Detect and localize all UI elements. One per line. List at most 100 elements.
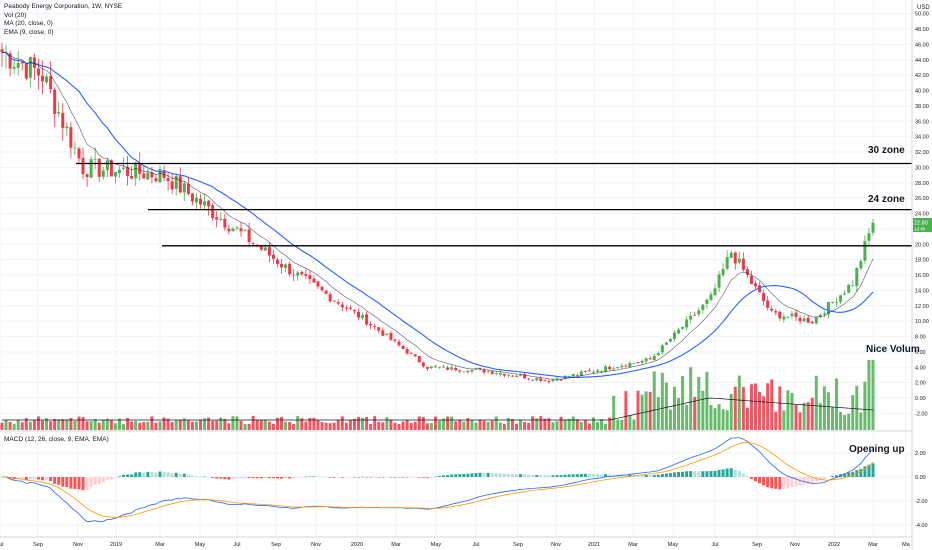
candle-body xyxy=(0,49,4,53)
candle-body xyxy=(640,360,644,363)
last-price-countdown: 1d 4h xyxy=(914,227,926,232)
price-tick-label: 50.00 xyxy=(915,12,929,18)
candle-body xyxy=(389,333,393,340)
candle-body xyxy=(385,333,389,336)
macd-hist-bar xyxy=(328,477,332,478)
volume-bar xyxy=(211,420,215,430)
candle-body xyxy=(770,308,774,311)
macd-hist-bar xyxy=(182,473,186,477)
macd-hist-bar xyxy=(308,476,312,477)
volume-bar xyxy=(855,385,859,430)
volume-bar xyxy=(551,422,555,430)
volume-bar xyxy=(150,416,154,430)
macd-hist-bar xyxy=(231,477,235,480)
candle-body xyxy=(263,247,267,251)
time-tick-label: May xyxy=(431,542,442,548)
macd-hist-bar xyxy=(620,474,624,477)
macd-hist-bar xyxy=(604,474,608,477)
volume-bar xyxy=(28,421,32,430)
macd-hist-bar xyxy=(681,471,685,477)
candle-body xyxy=(304,274,308,276)
candle-body xyxy=(798,317,802,322)
volume-bar xyxy=(685,404,689,430)
candle-body xyxy=(478,368,482,369)
candle-body xyxy=(429,366,433,369)
macd-hist-bar xyxy=(652,474,656,477)
annotation-30-zone: 30 zone xyxy=(868,145,905,156)
candle-body xyxy=(271,254,275,259)
candle-body xyxy=(579,371,583,377)
price-tick-label: 36.00 xyxy=(915,119,929,125)
volume-bar xyxy=(612,395,616,430)
volume-bar xyxy=(867,360,871,430)
macd-hist-bar xyxy=(142,472,146,477)
candle-body xyxy=(421,362,425,367)
macd-hist-bar xyxy=(381,477,385,478)
macd-hist-bar xyxy=(81,477,85,491)
time-tick-label: Mar xyxy=(868,542,878,548)
macd-hist-bar xyxy=(729,468,733,477)
macd-hist-bar xyxy=(640,475,644,477)
macd-hist-bar xyxy=(794,477,798,487)
candle-body xyxy=(810,321,814,324)
candle-body xyxy=(847,284,851,293)
macd-hist-bar xyxy=(847,472,851,477)
volume-bar xyxy=(154,422,158,430)
candle-body xyxy=(672,332,676,339)
volume-bar xyxy=(450,416,454,430)
volume-bar xyxy=(182,418,186,430)
candle-body xyxy=(16,63,20,68)
volume-bar xyxy=(555,421,559,430)
candle-body xyxy=(336,302,340,304)
candle-body xyxy=(725,257,729,269)
candle-body xyxy=(251,243,255,245)
time-axis: Jul Sep Nov 2019 Mar May Jul Sep Nov 2020 Mar May Ju… xyxy=(0,542,911,548)
macd-title: MACD (12, 26, close, 9, EMA, EMA) xyxy=(4,436,109,443)
volume-bar xyxy=(57,419,61,430)
volume-bar xyxy=(174,420,178,430)
volume-bar xyxy=(352,418,356,430)
time-tick-label: May xyxy=(668,542,679,548)
volume-bar xyxy=(417,416,421,430)
macd-hist-bar xyxy=(312,476,316,477)
candle-body xyxy=(697,310,701,315)
volume-bar xyxy=(4,419,8,430)
macd-hist-bar xyxy=(227,477,231,480)
candle-body xyxy=(312,278,316,283)
candle-body xyxy=(105,160,109,171)
volume-bar xyxy=(65,419,69,430)
macd-hist-bar xyxy=(745,476,749,477)
volume-bar xyxy=(348,420,352,430)
macd-hist-bar xyxy=(713,470,717,477)
volume-bar xyxy=(170,421,174,430)
volume-bar xyxy=(284,421,288,430)
candle-body xyxy=(510,375,514,377)
macd-hist-bar xyxy=(235,477,239,479)
legend-ma: MA (20, close, 0) xyxy=(4,20,53,27)
time-tick-label: Mar xyxy=(391,542,401,548)
macd-hist-bar xyxy=(300,477,304,478)
macd-hist-bar xyxy=(490,473,494,477)
candle-body xyxy=(393,339,397,341)
candle-body xyxy=(608,366,612,370)
volume-bar xyxy=(749,384,753,430)
macd-hist-bar xyxy=(656,474,660,477)
candle-body xyxy=(174,176,178,189)
volume-bar xyxy=(741,387,745,430)
macd-hist-bar xyxy=(45,477,49,481)
price-tick-label: 24.00 xyxy=(915,212,929,218)
macd-hist-bar xyxy=(438,476,442,477)
volume-bar xyxy=(190,421,194,430)
time-tick-label: Sep xyxy=(513,542,523,548)
volume-bar xyxy=(843,414,847,430)
volume-bar xyxy=(486,421,490,430)
volume-bar xyxy=(41,420,45,430)
macd-hist-bar xyxy=(138,472,142,477)
volume-bar xyxy=(847,413,851,430)
macd-hist-bar xyxy=(215,477,219,479)
macd-hist-bar xyxy=(109,477,113,480)
volume-bar xyxy=(458,419,462,430)
macd-hist-bar xyxy=(275,477,279,479)
candle-body xyxy=(519,374,523,376)
